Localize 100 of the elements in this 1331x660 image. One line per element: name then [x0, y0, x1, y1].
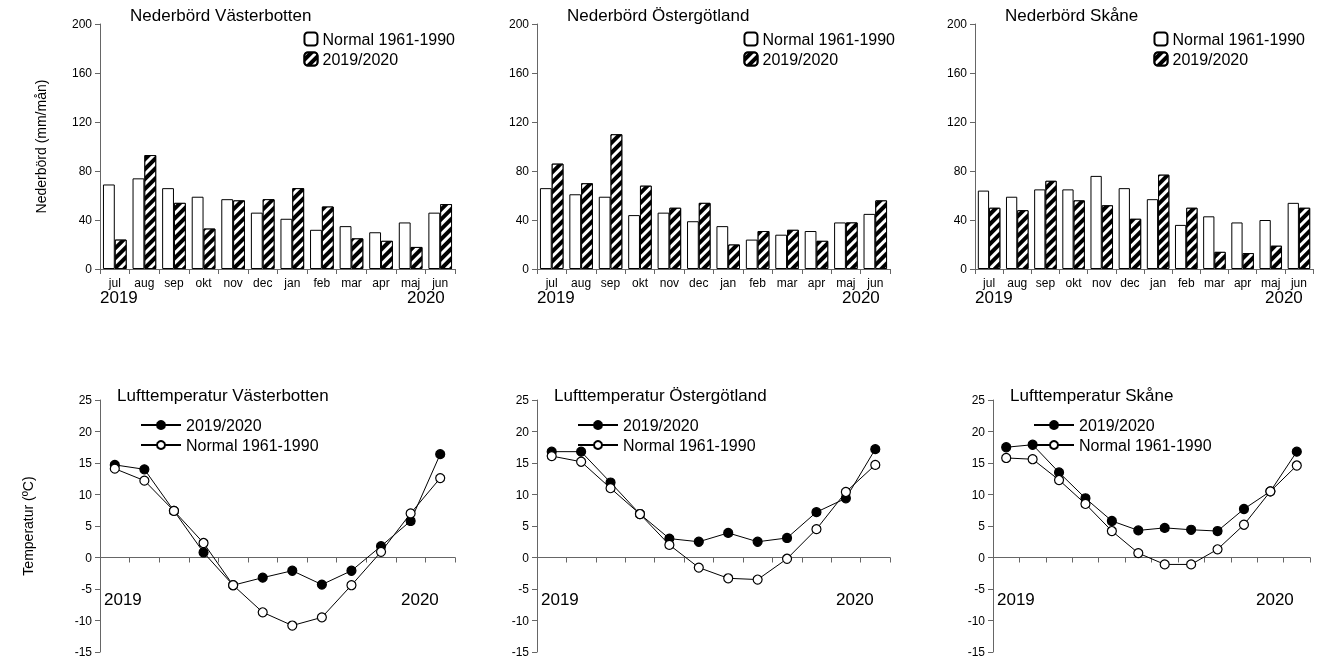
- y-axis-title: Temperatur (ºC): [20, 476, 36, 576]
- y-tick-label: 200: [71, 17, 93, 31]
- y-tick-label: 120: [71, 115, 93, 129]
- annotation: 2020: [1255, 590, 1294, 610]
- annotation: 2019: [104, 590, 142, 610]
- y-tick-label: -10: [967, 613, 986, 628]
- x-tick-label: aug: [571, 276, 592, 290]
- y-tick-label: 80: [953, 164, 968, 178]
- y-tick-label: 20: [515, 424, 530, 439]
- chart-title: Nederbörd Skåne: [1005, 6, 1139, 25]
- y-tick-label: -5: [518, 582, 530, 596]
- chart-title: Nederbörd Östergötland: [567, 6, 750, 25]
- x-tick-label: apr: [1233, 276, 1252, 290]
- legend-label: 2019/2020: [1172, 50, 1249, 68]
- y-tick-label: 5: [85, 519, 93, 533]
- y-tick-label: 160: [946, 66, 968, 80]
- y-tick-label: -15: [74, 645, 93, 659]
- y-tick-label: -5: [974, 582, 986, 596]
- y-tick-label: -10: [511, 613, 530, 628]
- y-tick-label: 80: [78, 164, 93, 178]
- y-tick-label: 160: [508, 66, 530, 80]
- y-tick-label: 160: [71, 66, 93, 80]
- x-tick-label: nov: [223, 276, 243, 290]
- x-tick-label: aug: [1007, 276, 1028, 290]
- y-tick-label: -15: [967, 645, 986, 659]
- x-tick-label: jan: [1149, 276, 1167, 290]
- y-tick-label: 15: [78, 456, 93, 470]
- y-tick-label: 10: [515, 487, 530, 502]
- x-tick-label: okt: [631, 276, 649, 290]
- annotation: 2019: [997, 590, 1035, 610]
- y-tick-label: 15: [515, 456, 530, 470]
- x-tick-label: maj: [400, 276, 421, 290]
- x-tick-label: sep: [600, 276, 621, 290]
- chart-title: Lufttemperatur Skåne: [1010, 386, 1174, 405]
- x-tick-label: jul: [982, 276, 996, 290]
- legend-label: Normal 1961-1990: [762, 30, 896, 48]
- y-tick-label: 20: [78, 424, 93, 439]
- x-tick-label: jun: [866, 276, 884, 290]
- y-tick-label: 10: [78, 487, 93, 502]
- x-tick-label: mar: [341, 276, 362, 290]
- y-axis-title: Nederbörd (mm/mån): [33, 79, 49, 214]
- y-tick-label: -10: [74, 613, 93, 628]
- y-tick-label: 25: [515, 393, 530, 407]
- x-tick-label: dec: [1120, 276, 1140, 290]
- x-tick-label: feb: [749, 276, 767, 290]
- x-tick-label: jun: [1289, 276, 1307, 290]
- x-tick-label: feb: [313, 276, 331, 290]
- x-tick-label: sep: [164, 276, 184, 290]
- y-tick-label: -5: [81, 582, 93, 596]
- y-tick-label: 40: [78, 213, 93, 227]
- legend-label: 2019/2020: [762, 50, 839, 68]
- annotation: 2020: [400, 590, 439, 610]
- legend-label: Normal 1961-1990: [1079, 436, 1212, 454]
- x-tick-label: jan: [283, 276, 301, 290]
- x-tick-label: jun: [431, 276, 449, 290]
- y-tick-label: 40: [515, 213, 530, 227]
- x-tick-label: apr: [807, 276, 826, 290]
- legend-label: 2019/2020: [322, 50, 399, 68]
- annotation: 2020: [835, 590, 874, 610]
- y-tick-label: 0: [85, 550, 93, 565]
- x-tick-label: dec: [689, 276, 709, 290]
- y-tick-label: 0: [978, 550, 986, 565]
- x-tick-label: dec: [253, 276, 273, 290]
- legend-label: Normal 1961-1990: [623, 436, 756, 454]
- legend-label: Normal 1961-1990: [1172, 30, 1306, 48]
- y-tick-label: 15: [971, 456, 986, 470]
- y-tick-label: 5: [978, 519, 986, 533]
- y-tick-label: 200: [946, 17, 968, 31]
- legend-label: Normal 1961-1990: [322, 30, 456, 48]
- legend-label: 2019/2020: [623, 416, 699, 434]
- y-tick-label: 120: [946, 115, 968, 129]
- legend-label: 2019/2020: [1079, 416, 1155, 434]
- x-tick-label: okt: [195, 276, 213, 290]
- y-tick-label: 20: [971, 424, 986, 439]
- x-tick-label: maj: [836, 276, 856, 290]
- x-tick-label: mar: [776, 276, 798, 290]
- chart-title: Lufttemperatur Östergötland: [554, 386, 767, 405]
- x-tick-label: mar: [1204, 276, 1225, 290]
- x-tick-label: nov: [1092, 276, 1112, 290]
- x-tick-label: apr: [372, 276, 390, 290]
- y-tick-label: 25: [78, 393, 93, 407]
- y-tick-label: 40: [953, 213, 968, 227]
- y-tick-label: 0: [960, 262, 968, 276]
- y-tick-label: 0: [522, 262, 530, 276]
- legend-label: Normal 1961-1990: [186, 436, 319, 454]
- y-tick-label: 120: [508, 115, 530, 129]
- x-tick-label: maj: [1261, 276, 1281, 290]
- y-tick-label: -15: [511, 645, 530, 659]
- x-tick-label: nov: [659, 276, 680, 290]
- x-tick-label: jul: [544, 276, 558, 290]
- y-tick-label: 0: [85, 262, 93, 276]
- x-tick-label: sep: [1035, 276, 1056, 290]
- x-tick-label: jan: [719, 276, 737, 290]
- x-tick-label: feb: [1177, 276, 1195, 290]
- x-tick-label: aug: [134, 276, 155, 290]
- x-tick-label: jul: [107, 276, 121, 290]
- x-tick-label: okt: [1065, 276, 1083, 290]
- annotation: 2019: [541, 590, 579, 610]
- chart-title: Nederbörd Västerbotten: [130, 6, 312, 25]
- legend-label: 2019/2020: [186, 416, 262, 434]
